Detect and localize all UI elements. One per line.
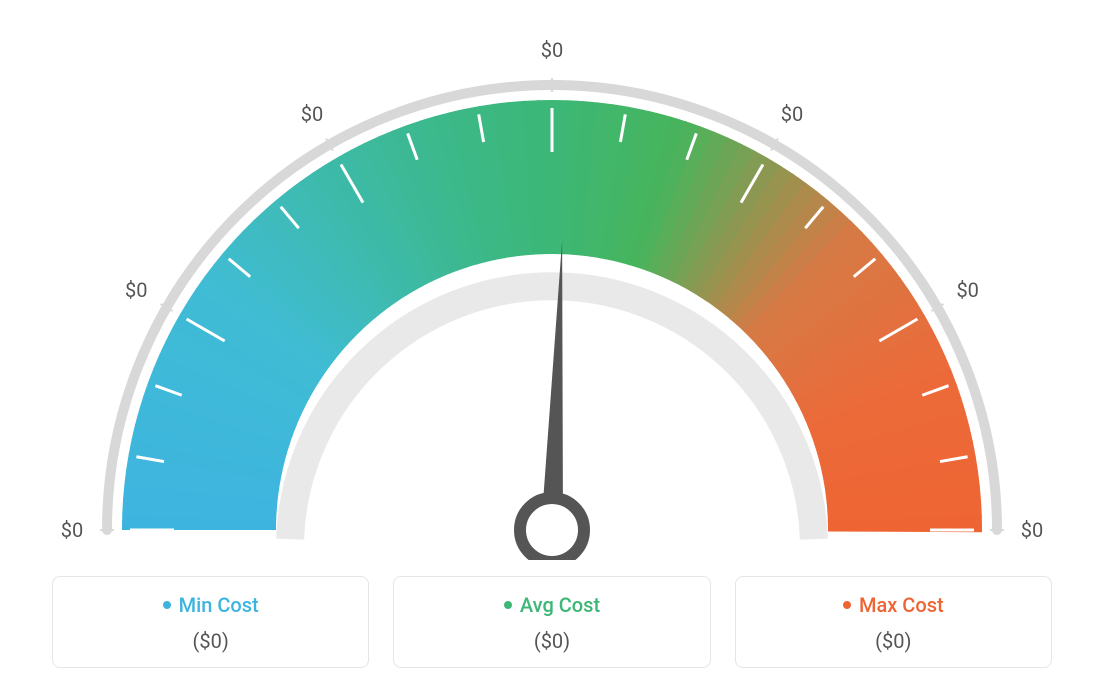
legend-card-min: Min Cost ($0) bbox=[52, 576, 369, 668]
legend-card-max: Max Cost ($0) bbox=[735, 576, 1052, 668]
legend-value-avg: ($0) bbox=[406, 629, 697, 653]
gauge-tick-label: $0 bbox=[781, 102, 803, 126]
legend-row: Min Cost ($0) Avg Cost ($0) Max Cost ($0… bbox=[52, 576, 1052, 668]
gauge-svg bbox=[0, 0, 1104, 560]
legend-card-avg: Avg Cost ($0) bbox=[393, 576, 710, 668]
gauge-tick-label: $0 bbox=[541, 38, 563, 62]
dot-icon bbox=[504, 601, 512, 609]
dot-icon bbox=[843, 601, 851, 609]
dot-icon bbox=[163, 601, 171, 609]
gauge-tick-label: $0 bbox=[956, 278, 978, 302]
legend-label: Max Cost bbox=[859, 593, 944, 617]
legend-value-max: ($0) bbox=[748, 629, 1039, 653]
gauge-tick-label: $0 bbox=[301, 102, 323, 126]
gauge-chart: $0 $0 $0 $0 $0 $0 $0 bbox=[0, 0, 1104, 560]
gauge-tick-label: $0 bbox=[61, 518, 83, 542]
legend-label: Avg Cost bbox=[520, 593, 600, 617]
gauge-tick-label: $0 bbox=[1021, 518, 1043, 542]
legend-value-min: ($0) bbox=[65, 629, 356, 653]
legend-label: Min Cost bbox=[179, 593, 259, 617]
legend-title-max: Max Cost bbox=[843, 593, 944, 617]
legend-title-avg: Avg Cost bbox=[504, 593, 600, 617]
gauge-tick-label: $0 bbox=[125, 278, 147, 302]
legend-title-min: Min Cost bbox=[163, 593, 259, 617]
